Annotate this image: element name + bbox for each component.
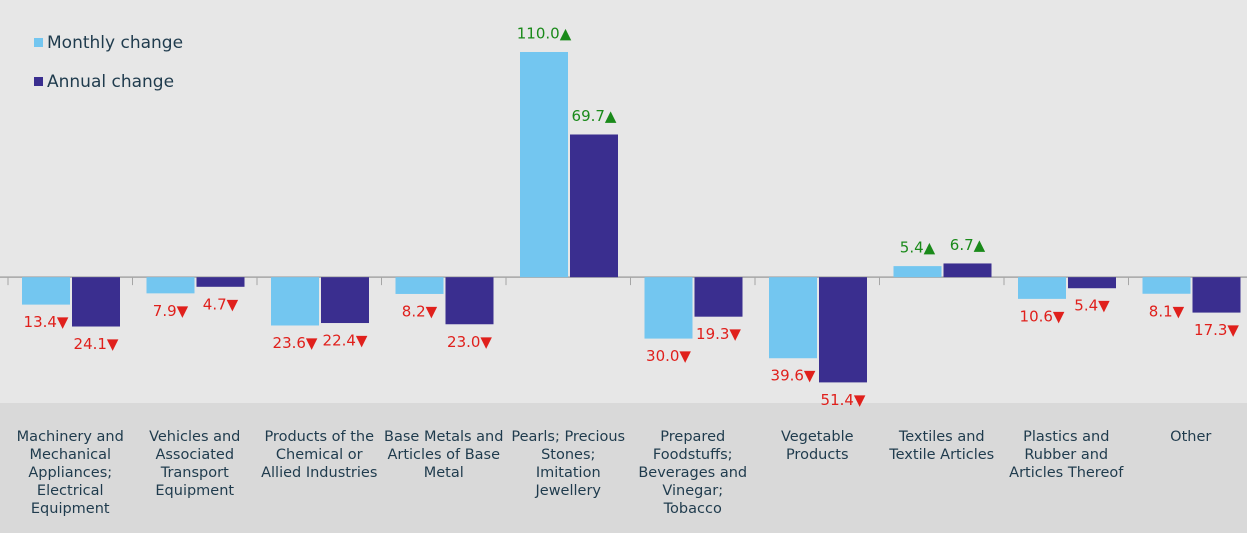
data-label: 30.0▼ xyxy=(646,347,691,365)
data-label: 110.0▲ xyxy=(517,24,572,42)
bar xyxy=(570,134,618,278)
data-label: 24.1▼ xyxy=(74,335,119,353)
data-label: 13.4▼ xyxy=(24,313,69,331)
data-label: 22.4▼ xyxy=(323,332,368,350)
x-tick-label: Products of the Chemical or Allied Indus… xyxy=(261,429,378,481)
legend-label: Monthly change xyxy=(47,33,183,53)
bar xyxy=(72,277,120,327)
bar xyxy=(694,277,743,317)
bar xyxy=(520,51,568,278)
bar xyxy=(1018,277,1066,299)
legend-swatch xyxy=(34,38,43,47)
data-label: 23.0▼ xyxy=(447,333,492,351)
data-label: 8.2▼ xyxy=(402,302,438,320)
x-tick-label: Vegetable Products xyxy=(780,429,854,463)
bar xyxy=(1142,277,1191,294)
data-label: 5.4▼ xyxy=(1074,297,1110,315)
bar xyxy=(445,277,494,325)
bar xyxy=(395,277,444,294)
bar xyxy=(22,277,70,305)
x-tick-label: Plastics and Rubber and Articles Thereof xyxy=(1009,429,1124,481)
data-label: 7.9▼ xyxy=(153,302,189,320)
data-label: 17.3▼ xyxy=(1194,321,1239,339)
data-label: 39.6▼ xyxy=(771,367,816,385)
bar xyxy=(819,277,867,383)
bar xyxy=(1068,277,1116,289)
x-tick-label: Prepared Foodstuffs; Beverages and Vineg… xyxy=(638,429,748,517)
bar xyxy=(146,277,195,294)
x-tick-label: Vehicles and Associated Transport Equipm… xyxy=(149,429,241,499)
data-label: 23.6▼ xyxy=(273,334,318,352)
bar xyxy=(644,277,693,339)
data-label: 51.4▼ xyxy=(821,391,866,409)
x-tick-label: Base Metals and Articles of Base Metal xyxy=(384,429,504,481)
bar xyxy=(893,266,942,278)
data-label: 69.7▲ xyxy=(572,107,617,125)
x-tick-label: Pearls; Precious Stones; Imitation Jewel… xyxy=(511,429,626,499)
bar xyxy=(1192,277,1241,313)
data-label: 5.4▲ xyxy=(900,239,936,257)
x-tick-label: Other xyxy=(1170,429,1212,445)
x-tick-label: Textiles and Textile Articles xyxy=(889,429,995,463)
x-tick-label: Machinery and Mechanical Appliances; Ele… xyxy=(16,429,124,517)
data-label: 4.7▼ xyxy=(203,295,239,313)
bar xyxy=(271,277,319,326)
data-label: 8.1▼ xyxy=(1149,302,1185,320)
bar xyxy=(196,277,245,287)
bar xyxy=(769,277,817,359)
data-label: 19.3▼ xyxy=(696,325,741,343)
bar xyxy=(321,277,369,324)
data-label: 10.6▼ xyxy=(1020,307,1065,325)
category-band xyxy=(0,403,1247,533)
data-label: 6.7▲ xyxy=(950,236,986,254)
bar xyxy=(943,263,992,278)
legend-swatch xyxy=(34,77,43,86)
legend-label: Annual change xyxy=(47,72,174,92)
